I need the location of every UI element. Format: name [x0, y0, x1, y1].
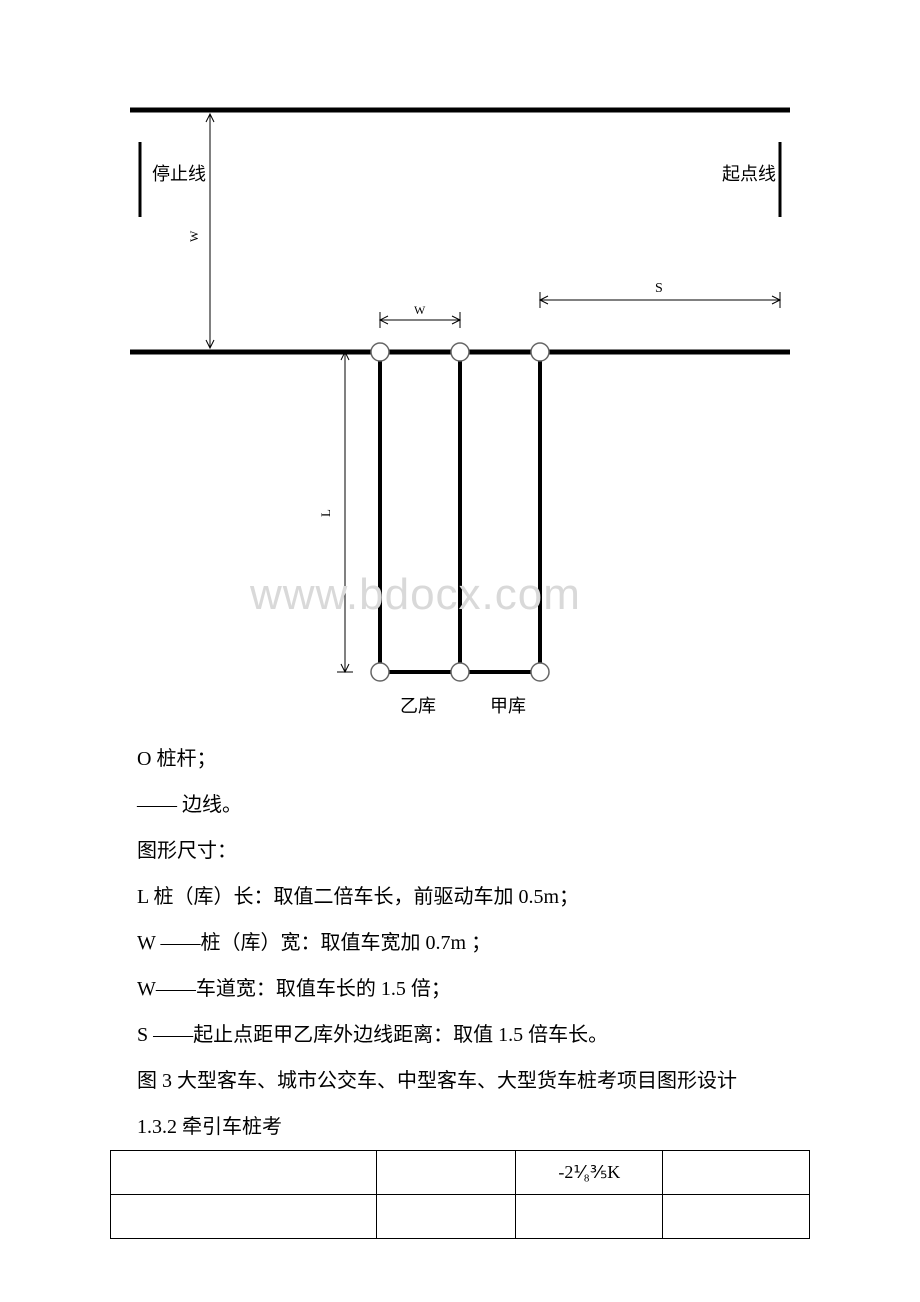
garages [378, 352, 542, 672]
table-cell [516, 1195, 663, 1239]
garage-b-label: 乙库 [400, 696, 436, 716]
table-cell [663, 1151, 810, 1195]
svg-text:S: S [655, 281, 663, 296]
section-heading: 1.3.2 牵引车桩考 [137, 1104, 787, 1150]
table-cell [376, 1195, 516, 1239]
dim-l: L [318, 352, 353, 672]
dim-lane-width: W [187, 114, 214, 348]
garage-a-label: 甲库 [490, 696, 526, 716]
pile-test-diagram: 停止线 起点线 W [130, 102, 790, 732]
legend-dims-title: 图形尺寸： [137, 828, 787, 874]
table-cell [111, 1195, 377, 1239]
table-cell: -2⅟₈⅗K [516, 1151, 663, 1195]
legend-edge: —— 边线。 [137, 782, 787, 828]
params-table: -2⅟₈⅗K [110, 1150, 810, 1239]
svg-text:W: W [414, 303, 426, 317]
svg-text:L: L [318, 509, 333, 517]
table-row [111, 1195, 810, 1239]
start-line-label: 起点线 [722, 164, 776, 184]
legend-S: S ——起止点距甲乙库外边线距离：取值 1.5 倍车长。 [137, 1012, 787, 1058]
legend-pole: O 桩杆； [137, 736, 787, 782]
stop-line-label: 停止线 [152, 164, 206, 184]
dim-s: S [540, 281, 780, 308]
legend-L: L 桩（库）长：取值二倍车长，前驱动车加 0.5m； [137, 874, 787, 920]
svg-text:W: W [187, 230, 201, 242]
legend-W-lane: W——车道宽：取值车长的 1.5 倍； [137, 966, 787, 1012]
table-cell [376, 1151, 516, 1195]
dim-garage-width: W [380, 303, 460, 328]
table-cell [663, 1195, 810, 1239]
table-cell [111, 1151, 377, 1195]
legend-W-garage: W ——桩（库）宽：取值车宽加 0.7m ； [137, 920, 787, 966]
table-row: -2⅟₈⅗K [111, 1151, 810, 1195]
figure-caption: 图 3 大型客车、城市公交车、中型客车、大型货车桩考项目图形设计 [137, 1058, 787, 1104]
